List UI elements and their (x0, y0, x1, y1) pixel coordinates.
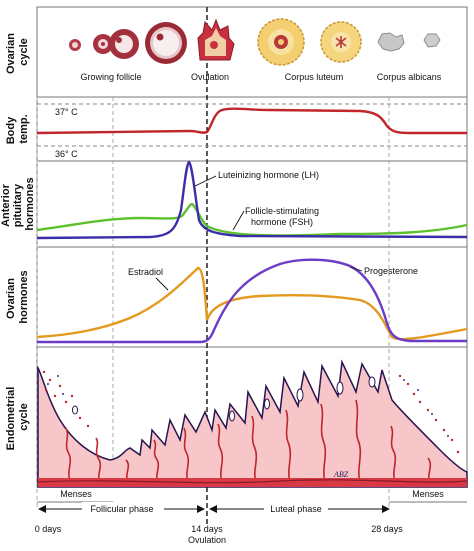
day28-label: 28 days (371, 524, 403, 534)
lh-label: Luteinizing hormone (LH) (218, 170, 319, 180)
menstrual-shedding-dots-blue (47, 375, 449, 437)
endometrial-cycle-label: Endometrial cycle (5, 384, 30, 451)
estradiol-curve (36, 266, 468, 341)
menses-end-label: Menses (412, 489, 444, 499)
menses-start-label: Menses (60, 489, 92, 499)
corpus-albicans-label: Corpus albicans (377, 72, 442, 82)
day-axis: 0 days 14 days Ovulation 28 days (35, 524, 404, 545)
corpus-luteum-icon (257, 18, 305, 66)
ovarian-stages: Growing follicle Ovulation Corpus luteum… (69, 18, 442, 82)
ovulation-stage-label: Ovulation (191, 72, 229, 82)
secondary-follicle-icon (109, 29, 139, 59)
primordial-follicle-icon (69, 39, 81, 51)
follicular-arrow-left-head (38, 505, 46, 513)
estradiol-label: Estradiol (128, 267, 163, 277)
graafian-follicle-icon (145, 22, 187, 64)
ovulation-follicle-icon (197, 18, 235, 61)
pituitary-hormones-label: Anterior pituitary hormones (0, 177, 36, 230)
progesterone-pointer (349, 266, 363, 272)
fsh-pointer (232, 210, 245, 231)
corpus-luteum-late-icon (320, 21, 362, 63)
section-labels: Ovarian cycle Body temp. Anterior pituit… (0, 30, 36, 451)
corpus-luteum-label: Corpus luteum (285, 72, 344, 82)
body-temp-label: Body temp. (5, 114, 30, 145)
follicular-arrow-right-head (197, 505, 205, 513)
fsh-label-line1: Follicle-stimulating (245, 206, 319, 216)
fsh-curve (36, 202, 468, 237)
follicular-phase-label: Follicular phase (90, 504, 153, 514)
temp-36-label: 36° C (55, 149, 78, 159)
luteal-arrow-right-head (382, 505, 390, 513)
temp-37-label: 37° C (55, 107, 78, 117)
phase-bar: Menses Menses Follicular phase Luteal ph… (37, 489, 467, 515)
luteal-phase-label: Luteal phase (270, 504, 322, 514)
temperature-curve (36, 107, 467, 135)
day0-label: 0 days (35, 524, 62, 534)
artist-signature: ABZ (333, 470, 349, 479)
luteal-label-bg (264, 502, 328, 515)
body-temp-panel (36, 96, 468, 162)
pituitary-graph: Luteinizing hormone (LH) Follicle-stimul… (36, 160, 468, 240)
spiral-arteries (65, 399, 432, 483)
day14-label: 14 days (191, 524, 223, 534)
progesterone-label: Progesterone (364, 266, 418, 276)
ovarian-cycle-label: Ovarian cycle (5, 30, 30, 74)
luteal-arrow-left-head (209, 505, 217, 513)
corpus-albicans-icon (377, 32, 441, 52)
fsh-label-line2: hormone (FSH) (251, 217, 313, 227)
temperature-graph: 37° C 36° C (36, 103, 467, 159)
menstrual-shedding-dots (42, 370, 460, 454)
gland-lumens (72, 376, 376, 422)
ovarian-hormones-graph: Estradiol Progesterone (36, 258, 468, 344)
basal-vessel (37, 479, 468, 484)
growing-follicle-label: Growing follicle (80, 72, 141, 82)
follicular-label-bg (82, 502, 164, 515)
endometrium-illustration: ABZ (37, 359, 468, 488)
estradiol-pointer (155, 277, 169, 291)
ovarian-hormones-label: Ovarian hormones (5, 270, 30, 323)
lh-curve (36, 160, 468, 240)
lh-pointer (194, 175, 217, 187)
day14-ovulation-label: Ovulation (188, 535, 226, 545)
primary-follicle-icon (93, 34, 113, 54)
progesterone-curve (37, 258, 467, 344)
endometrium-layer (37, 359, 468, 488)
